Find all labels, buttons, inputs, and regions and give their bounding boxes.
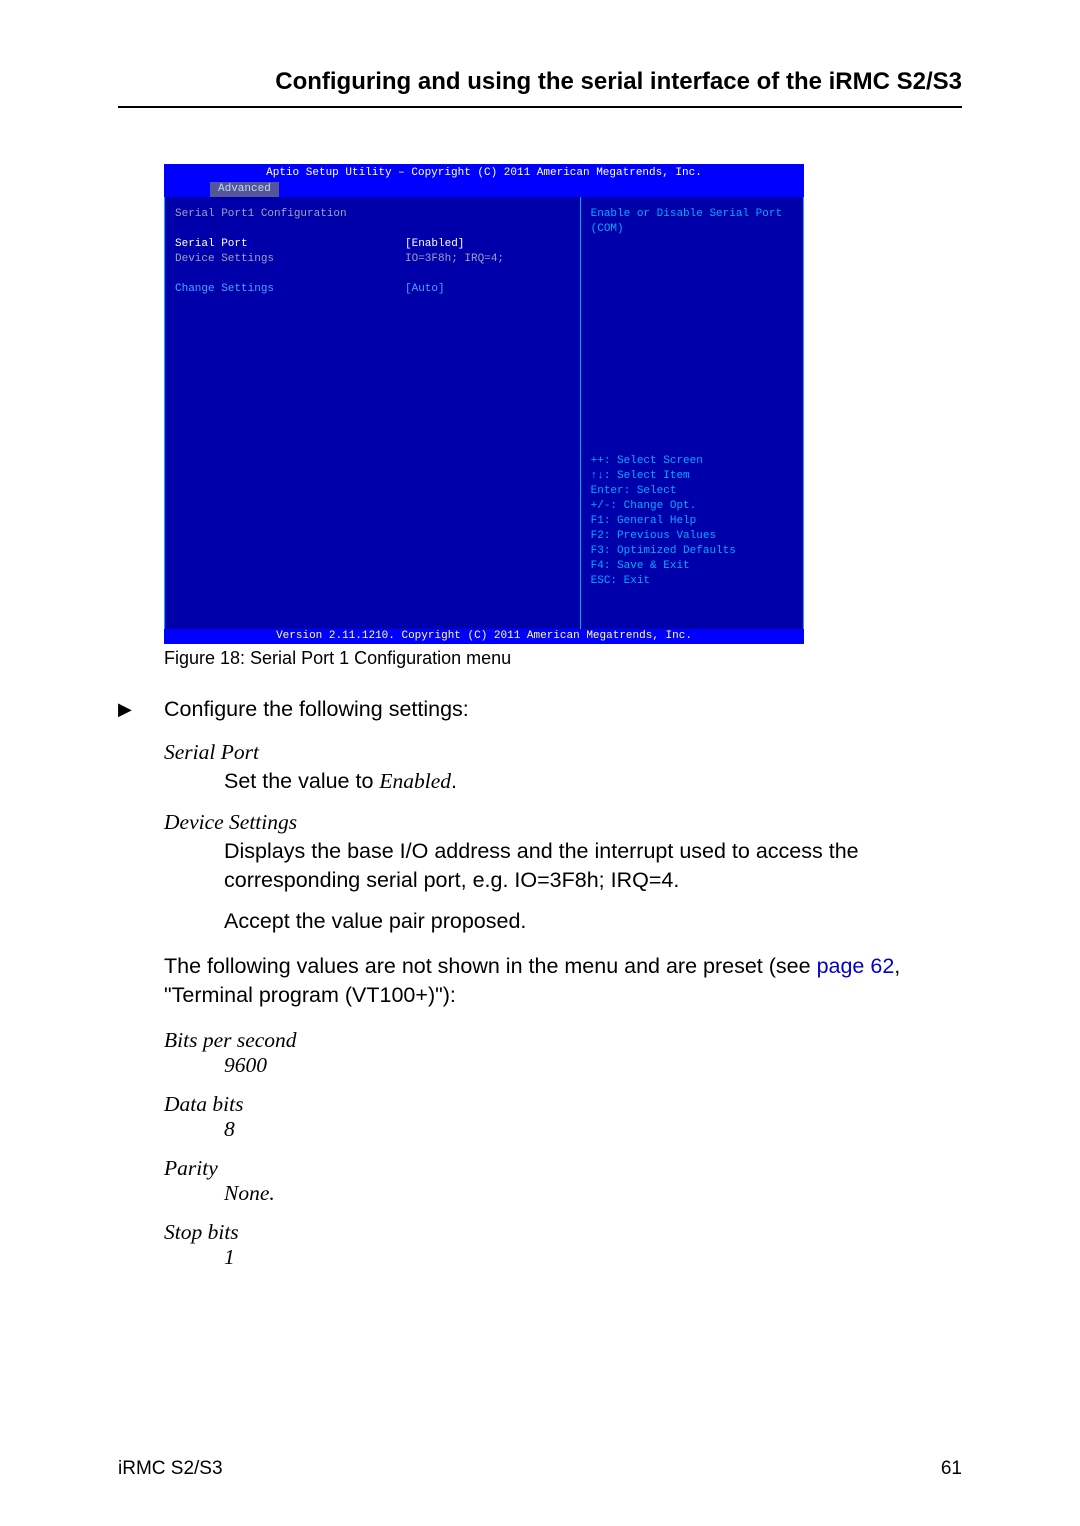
step-text: Configure the following settings: — [164, 697, 469, 722]
step-arrow-icon: ▶ — [118, 697, 164, 722]
bios-key-0: ++: Select Screen — [591, 454, 793, 469]
bios-change-settings-label: Change Settings — [175, 282, 405, 297]
desc-accept: Accept the value pair proposed. — [224, 909, 962, 934]
preset-intro: The following values are not shown in th… — [164, 952, 962, 1010]
page-header-title: Configuring and using the serial interfa… — [118, 68, 962, 108]
bios-screenshot: Aptio Setup Utility – Copyright (C) 2011… — [164, 164, 804, 644]
param-parity-value: None. — [224, 1181, 962, 1206]
bios-tab-advanced: Advanced — [210, 182, 279, 197]
bios-section-title: Serial Port1 Configuration — [175, 207, 570, 222]
bios-key-7: F4: Save & Exit — [591, 559, 793, 574]
term-serial-port: Serial Port — [164, 740, 962, 765]
bios-key-2: Enter: Select — [591, 484, 793, 499]
desc-serial-port-suffix: . — [451, 769, 457, 793]
bios-help-text: Enable or Disable Serial Port (COM) — [591, 207, 793, 237]
param-stop-bits-value: 1 — [224, 1245, 962, 1270]
bios-device-settings-label: Device Settings — [175, 252, 405, 267]
desc-serial-port: Set the value to Enabled. — [224, 767, 962, 796]
footer-left: iRMC S2/S3 — [118, 1458, 223, 1480]
preset-intro-text1: The following values are not shown in th… — [164, 954, 817, 978]
preset-link[interactable]: page 62 — [817, 954, 895, 978]
bios-top-copyright: Aptio Setup Utility – Copyright (C) 2011… — [170, 166, 798, 181]
bios-key-1: ↑↓: Select Item — [591, 469, 793, 484]
bios-key-3: +/-: Change Opt. — [591, 499, 793, 514]
param-stop-bits-label: Stop bits — [164, 1220, 962, 1245]
param-parity-label: Parity — [164, 1156, 962, 1181]
bios-key-5: F2: Previous Values — [591, 529, 793, 544]
bios-footer-copyright: Version 2.11.1210. Copyright (C) 2011 Am… — [164, 629, 804, 644]
bios-serial-port-label: Serial Port — [175, 237, 405, 252]
figure-caption: Figure 18: Serial Port 1 Configuration m… — [164, 648, 962, 669]
footer-right: 61 — [941, 1458, 962, 1480]
param-data-bits-value: 8 — [224, 1117, 962, 1142]
bios-topbar: Aptio Setup Utility – Copyright (C) 2011… — [164, 164, 804, 197]
desc-serial-port-prefix: Set the value to — [224, 769, 379, 793]
bios-change-settings-value: [Auto] — [405, 282, 445, 297]
bios-key-8: ESC: Exit — [591, 574, 793, 589]
bios-serial-port-value: [Enabled] — [405, 237, 464, 252]
step-configure: ▶ Configure the following settings: — [118, 697, 962, 722]
param-data-bits-label: Data bits — [164, 1092, 962, 1117]
desc-device-settings: Displays the base I/O address and the in… — [224, 837, 962, 895]
bios-key-legend: ++: Select Screen ↑↓: Select Item Enter:… — [591, 454, 793, 619]
desc-serial-port-value: Enabled — [379, 769, 451, 793]
bios-right-panel: Enable or Disable Serial Port (COM) ++: … — [581, 197, 804, 629]
bios-key-6: F3: Optimized Defaults — [591, 544, 793, 559]
bios-key-4: F1: General Help — [591, 514, 793, 529]
page-footer: iRMC S2/S3 61 — [118, 1458, 962, 1480]
param-bits-per-second-value: 9600 — [224, 1053, 962, 1078]
term-device-settings: Device Settings — [164, 810, 962, 835]
bios-device-settings-value: IO=3F8h; IRQ=4; — [405, 252, 504, 267]
bios-left-panel: Serial Port1 Configuration Serial Port [… — [164, 197, 581, 629]
param-bits-per-second-label: Bits per second — [164, 1028, 962, 1053]
